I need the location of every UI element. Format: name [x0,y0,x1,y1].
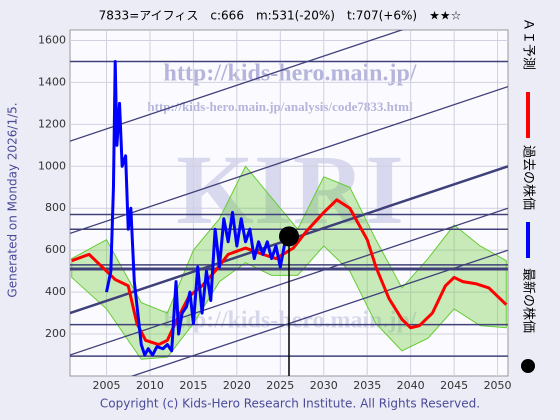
y-tick-label: 1200 [38,117,66,130]
latest-point [279,226,299,247]
series-line [71,198,508,347]
x-tick-label: 2035 [353,379,381,392]
trend-line [70,86,508,235]
y-tick-label: 1600 [38,33,66,46]
footer: Copyright (c) Kids-Hero Research Institu… [100,397,480,411]
legend-label: 過去の株価 [521,145,536,210]
x-tick-label: 2045 [440,379,468,392]
x-tick-label: 2030 [310,379,338,392]
x-tick-label: 2050 [484,379,512,392]
trend-line [70,30,404,142]
chart-title: 7833=アイフィス c:666 m:531(-20%) t:707(+6%) … [99,9,462,23]
y-tick-label: 200 [45,327,66,340]
x-tick-label: 2040 [397,379,425,392]
series-line [105,59,290,357]
legend-swatch [521,359,535,373]
legend-label: 最新の株価 [521,268,537,333]
x-tick-label: 2005 [93,379,121,392]
x-tick-label: 2020 [223,379,251,392]
x-tick-label: 2025 [266,379,294,392]
plot: http://kids-hero.main.jp/ http://kids-he… [70,30,508,376]
y-tick-label: 400 [45,285,66,298]
y-tick-label: 1000 [38,159,66,172]
side-note: Generated on Monday 2026/1/5. [6,102,20,297]
y-tick-label: 1400 [38,75,66,88]
y-tick-label: 600 [45,243,66,256]
y-tick-label: 800 [45,201,66,214]
legend-label: ＡＩ予測 [521,18,536,70]
x-tick-label: 2015 [179,379,207,392]
x-tick-label: 2010 [136,379,164,392]
